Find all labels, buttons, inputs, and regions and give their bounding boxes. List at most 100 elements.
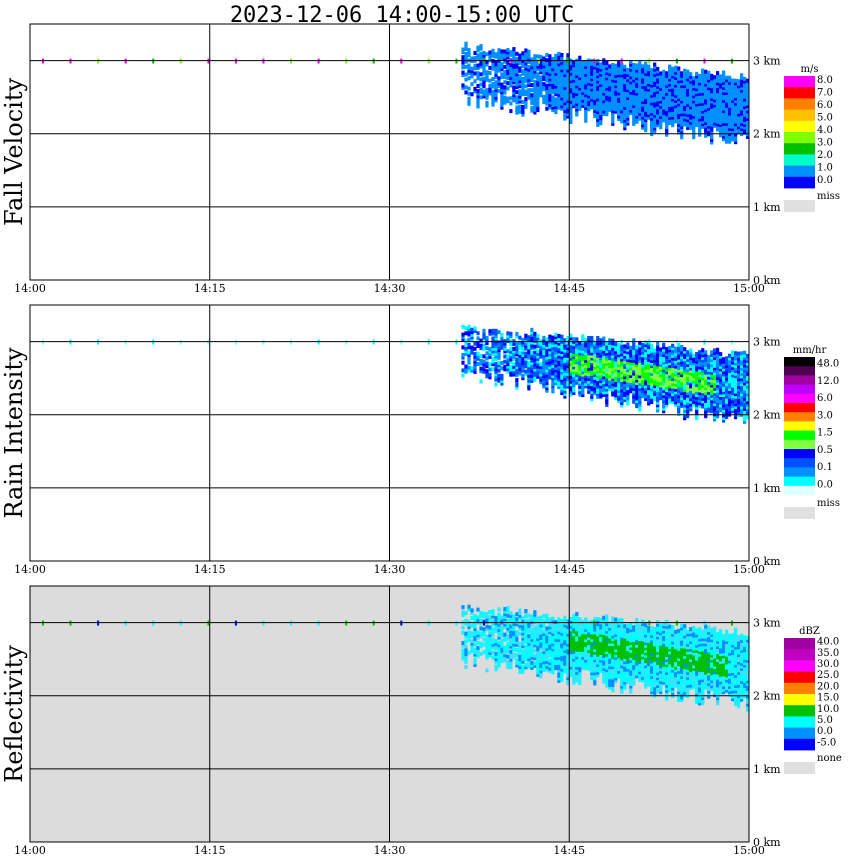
echo-pixel — [575, 99, 579, 104]
echo-pixel — [680, 102, 684, 106]
echo-pixel — [551, 363, 555, 368]
echo-pixel — [638, 364, 642, 368]
echo-pixel — [563, 636, 567, 641]
echo-pixel — [734, 86, 738, 91]
echo-pixel — [560, 342, 564, 347]
echo-pixel — [695, 71, 699, 76]
echo-pixel — [701, 368, 705, 373]
echo-pixel — [653, 381, 657, 386]
echo-pixel — [578, 71, 582, 76]
echo-pixel — [590, 64, 594, 69]
echo-pixel — [512, 341, 516, 346]
echo-pixel — [557, 357, 561, 361]
echo-pixel — [737, 130, 741, 135]
echo-pixel — [671, 353, 675, 358]
echo-pixel — [599, 111, 603, 116]
echo-pixel — [647, 85, 651, 90]
echo-pixel — [503, 614, 507, 619]
echo-pixel — [707, 390, 711, 395]
echo-pixel — [560, 391, 564, 395]
echo-pixel — [689, 389, 693, 394]
echo-pixel — [611, 119, 615, 124]
echo-pixel — [689, 402, 693, 407]
echo-pixel — [689, 125, 693, 130]
echo-pixel — [710, 386, 714, 391]
echo-pixel — [551, 100, 555, 105]
echo-pixel — [644, 120, 648, 125]
echo-pixel — [740, 91, 744, 96]
echo-pixel — [554, 640, 558, 645]
echo-pixel — [509, 657, 513, 662]
echo-pixel — [647, 92, 651, 97]
echo-pixel — [557, 650, 561, 655]
echo-pixel — [569, 346, 573, 351]
echo-pixel — [461, 625, 465, 630]
echo-pixel — [707, 355, 711, 359]
echo-pixel — [638, 75, 642, 80]
colorbar-band — [784, 176, 815, 189]
echo-pixel — [638, 399, 642, 404]
echo-pixel — [587, 354, 591, 358]
echo-pixel — [536, 624, 540, 629]
echo-pixel — [476, 94, 480, 99]
echo-pixel — [725, 129, 729, 134]
echo-pixel — [701, 404, 705, 409]
echo-pixel — [524, 637, 528, 642]
echo-pixel — [506, 659, 510, 664]
echo-pixel — [590, 658, 594, 663]
echo-pixel — [491, 48, 495, 53]
echo-pixel — [482, 79, 486, 84]
echo-pixel — [542, 361, 546, 366]
echo-pixel — [683, 377, 687, 382]
echo-pixel — [554, 69, 558, 74]
echo-pixel — [611, 366, 615, 371]
echo-pixel — [683, 362, 687, 367]
echo-pixel — [623, 100, 627, 105]
echo-pixel — [659, 107, 663, 112]
echo-pixel — [572, 678, 576, 683]
echo-pixel — [476, 66, 480, 71]
echo-pixel — [641, 391, 645, 396]
echo-pixel — [719, 408, 723, 413]
echo-pixel — [737, 384, 741, 389]
echo-pixel — [638, 387, 642, 391]
echo-pixel — [470, 646, 474, 651]
echo-pixel — [638, 101, 642, 106]
echo-pixel — [548, 357, 552, 362]
echo-pixel — [524, 104, 528, 109]
echo-pixel — [482, 91, 486, 96]
echo-pixel — [734, 124, 738, 129]
echo-pixel — [569, 359, 573, 364]
echo-pixel — [515, 79, 519, 84]
echo-pixel — [647, 113, 651, 118]
echo-pixel — [686, 386, 690, 390]
echo-pixel — [575, 71, 579, 76]
echo-pixel — [551, 667, 555, 672]
echo-pixel — [653, 371, 657, 376]
echo-pixel — [632, 371, 636, 376]
echo-pixel — [581, 83, 585, 88]
echo-pixel — [569, 632, 573, 637]
echo-pixel — [566, 356, 570, 361]
echo-pixel — [548, 82, 552, 87]
echo-pixel — [545, 613, 549, 618]
echo-pixel — [638, 96, 642, 101]
echo-pixel — [683, 96, 687, 101]
echo-pixel — [665, 362, 669, 367]
echo-pixel — [518, 356, 522, 361]
echo-pixel — [566, 635, 570, 640]
echo-pixel — [608, 107, 612, 112]
echo-pixel — [521, 366, 525, 370]
echo-pixel — [515, 380, 519, 385]
echo-pixel — [716, 388, 720, 393]
echo-pixel — [521, 99, 525, 104]
echo-pixel — [617, 366, 621, 370]
colorbar-band — [784, 109, 815, 122]
echo-pixel — [656, 123, 660, 128]
echo-pixel — [500, 338, 504, 343]
echo-pixel — [515, 100, 519, 105]
echo-pixel — [593, 106, 597, 111]
echo-pixel — [560, 380, 564, 385]
echo-pixel — [632, 91, 636, 96]
echo-pixel — [563, 103, 567, 108]
